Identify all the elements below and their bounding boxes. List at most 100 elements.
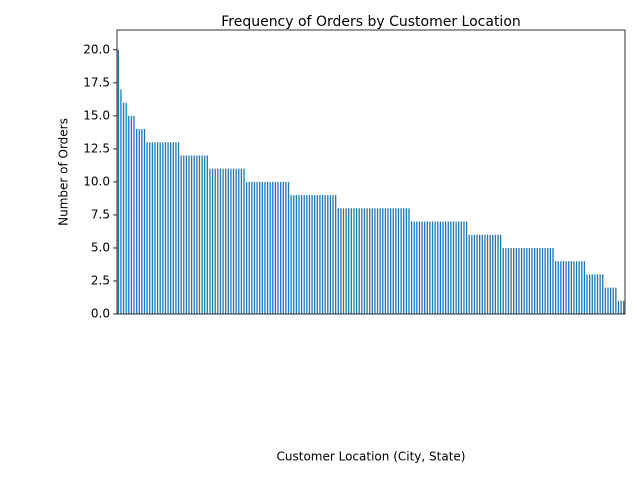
y-tick-label: 2.5 <box>91 273 110 287</box>
y-tick-label: 20.0 <box>83 42 110 56</box>
bar <box>198 155 201 314</box>
bar <box>528 247 531 314</box>
bar <box>602 274 604 314</box>
bar <box>623 300 625 314</box>
bar <box>403 208 405 314</box>
bar <box>369 208 371 314</box>
bar <box>238 168 240 314</box>
bar <box>389 208 392 314</box>
bar <box>348 208 350 314</box>
bar <box>316 195 318 314</box>
bar <box>410 221 413 314</box>
bar <box>560 261 562 314</box>
bar <box>175 142 177 314</box>
y-tick-label: 17.5 <box>83 75 110 89</box>
bar <box>141 129 143 314</box>
bar <box>515 247 517 314</box>
bar <box>458 221 460 314</box>
bar <box>272 181 274 314</box>
bar <box>204 155 206 314</box>
bar <box>418 221 421 314</box>
bar <box>424 221 426 314</box>
bar <box>243 168 245 314</box>
bar <box>185 155 188 314</box>
bar <box>492 234 494 314</box>
bar <box>581 261 583 314</box>
bar <box>345 208 347 314</box>
bar <box>382 208 384 314</box>
bar <box>146 142 148 314</box>
y-tick-label: 15.0 <box>83 108 110 122</box>
bar <box>232 168 235 314</box>
bar <box>162 142 164 314</box>
bar <box>353 208 355 314</box>
bar <box>314 195 316 314</box>
bar <box>416 221 418 314</box>
bar <box>321 195 324 314</box>
bar <box>471 234 473 314</box>
bar <box>196 155 198 314</box>
bar <box>117 49 119 314</box>
bar <box>130 115 133 314</box>
bar <box>447 221 449 314</box>
bar <box>549 247 552 314</box>
bar <box>285 181 287 314</box>
bar <box>193 155 195 314</box>
y-tick-label: 5.0 <box>91 240 110 254</box>
bar <box>568 261 570 314</box>
bar <box>612 287 614 314</box>
bar <box>324 195 326 314</box>
bar <box>172 142 174 314</box>
bar <box>479 234 481 314</box>
y-tick-label: 7.5 <box>91 207 110 221</box>
bar <box>295 195 298 314</box>
bar <box>395 208 397 314</box>
bar <box>290 195 292 314</box>
bar <box>259 181 261 314</box>
bar <box>280 181 282 314</box>
bar <box>361 208 363 314</box>
bar <box>269 181 271 314</box>
bar <box>468 234 470 314</box>
bar <box>149 142 151 314</box>
bar <box>578 261 580 314</box>
bar <box>256 181 258 314</box>
bar <box>429 221 431 314</box>
bar <box>188 155 190 314</box>
bar <box>444 221 447 314</box>
bar <box>340 208 342 314</box>
bar <box>206 155 208 314</box>
bar <box>332 195 334 314</box>
bar <box>615 287 617 314</box>
bar <box>455 221 457 314</box>
bar <box>156 142 159 314</box>
bar <box>513 247 515 314</box>
bar <box>358 208 360 314</box>
bar <box>494 234 497 314</box>
bar <box>167 142 169 314</box>
bar <box>594 274 596 314</box>
bar <box>536 247 538 314</box>
bar <box>557 261 559 314</box>
bar <box>311 195 313 314</box>
bar <box>308 195 311 314</box>
bar <box>120 89 122 314</box>
bar <box>154 142 156 314</box>
bar <box>177 142 180 314</box>
bar <box>575 261 578 314</box>
bar <box>531 247 533 314</box>
bar <box>392 208 394 314</box>
bar <box>442 221 444 314</box>
bar <box>329 195 332 314</box>
bar <box>306 195 308 314</box>
bar <box>609 287 612 314</box>
bar <box>300 195 303 314</box>
bar <box>607 287 609 314</box>
bar <box>266 181 269 314</box>
bar <box>143 129 146 314</box>
bar <box>541 247 544 314</box>
bar <box>599 274 601 314</box>
chart-title: Frequency of Orders by Customer Location <box>221 14 521 30</box>
bar <box>379 208 381 314</box>
bar <box>596 274 599 314</box>
